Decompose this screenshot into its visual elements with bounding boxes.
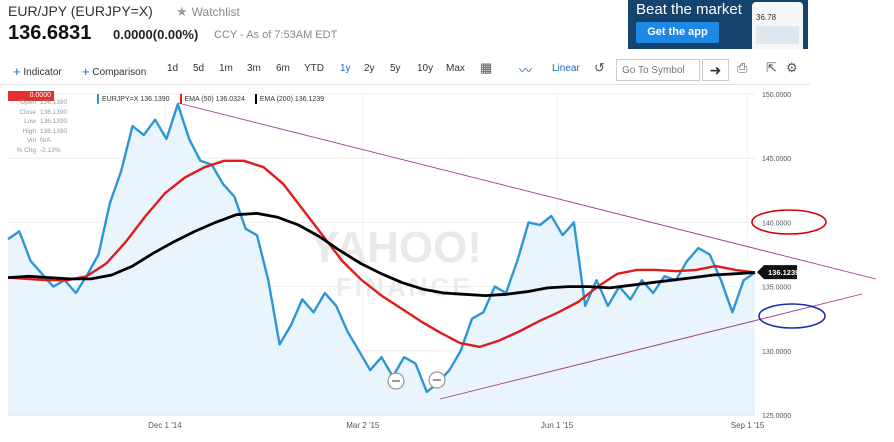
symbol-search-input[interactable] [616, 59, 700, 81]
x-tick-label: Dec 1 '14 [148, 421, 182, 430]
legend-swatch [97, 94, 99, 104]
phone-image: 36.78 [752, 2, 803, 49]
comparison-button[interactable]: + Comparison [82, 63, 147, 79]
ad-title: Beat the market [636, 1, 742, 18]
legend-label: EURJPY=X 136.1390 [102, 95, 170, 103]
y-tick-label: 125.0000 [762, 413, 791, 420]
legend-label: EMA (50) 136.0324 [184, 95, 245, 103]
ohlc-value: 136.1390 [40, 108, 68, 116]
legend-item-ema50: EMA (50) 136.0324 [179, 94, 245, 104]
star-icon: ★ [176, 4, 188, 19]
ohlc-row: Low 136.1390 [14, 117, 67, 127]
watermark-yahoo: YAHOO! [310, 223, 482, 272]
range-3m[interactable]: 3m [247, 63, 261, 74]
y-tick-label: 145.0000 [762, 156, 791, 163]
range-10y[interactable]: 10y [417, 63, 434, 74]
legend-label: EMA (200) 136.1239 [259, 95, 325, 103]
ohlc-key: % Chg [16, 146, 36, 154]
last-value-badge [757, 265, 797, 280]
scale-linear-button[interactable]: Linear [552, 63, 580, 74]
quote-header: EUR/JPY (EURJPY=X) ★ Watchlist 136.6831 … [0, 0, 894, 54]
plus-icon: + [13, 64, 21, 79]
ohlc-value: 136.1390 [40, 127, 68, 135]
line-chart-icon[interactable]: 〰 [519, 63, 533, 78]
range-6m[interactable]: 6m [276, 63, 290, 74]
ohlc-value: N/A [40, 137, 51, 145]
expand-icon[interactable]: ⇱ [766, 60, 777, 75]
price-chart[interactable]: 150.0000 145.0000 140.0000 135.0000 130.0000… [0, 87, 894, 442]
undo-icon[interactable]: ↺ [594, 60, 605, 75]
phone-chart [756, 26, 799, 44]
ohlc-row: % Chg -2.13% [14, 146, 67, 156]
ohlc-value: 136.1390 [40, 99, 68, 106]
indicator-button[interactable]: + Indicator [13, 63, 62, 79]
last-value-text: 136.1239 [768, 268, 799, 277]
range-1d[interactable]: 1d [167, 63, 179, 74]
ohlc-key: Low [24, 118, 36, 126]
range-5d[interactable]: 5d [193, 63, 205, 74]
ohlc-value: 136.1390 [40, 118, 68, 126]
legend-swatch [179, 94, 182, 104]
current-price: 136.6831 [8, 22, 92, 44]
phone-value: 36.78 [756, 13, 777, 22]
ohlc-row: Vol N/A [14, 136, 67, 146]
arrow-right-icon: ➜ [709, 62, 722, 78]
ohlc-tooltip: Open 136.1390 Close 136.1390 Low 136.1390 H… [14, 98, 67, 156]
range-1y[interactable]: 1y [340, 63, 351, 74]
watchlist-button[interactable]: ★ Watchlist [176, 4, 240, 20]
toolbar-divider [0, 84, 810, 85]
red-annotation-ellipse [751, 209, 827, 235]
x-tick-label: Sep 1 '15 [731, 421, 765, 430]
app-ad-banner[interactable]: Beat the market Get the app 36.78 [628, 0, 808, 49]
legend-item-ema200: EMA (200) 136.1239 [254, 94, 325, 104]
price-area-fill [8, 104, 755, 416]
upper-trendline [177, 102, 877, 280]
ohlc-key: Vol [26, 137, 36, 145]
y-tick-label: 140.0000 [762, 220, 791, 227]
ohlc-key: Close [19, 108, 36, 116]
range-2y[interactable]: 2y [364, 63, 375, 74]
legend-item-price: EURJPY=X 136.1390 [97, 94, 170, 104]
x-tick-label: Mar 2 '15 [346, 421, 380, 430]
lower-trendline [439, 293, 863, 400]
range-max[interactable]: Max [446, 63, 465, 74]
ohlc-value: -2.13% [40, 146, 61, 154]
comparison-label: Comparison [92, 67, 147, 78]
go-button[interactable]: ➜ [702, 59, 729, 81]
ema200-line [7, 212, 756, 297]
range-5y[interactable]: 5y [390, 63, 401, 74]
calendar-icon[interactable]: ▦ [480, 60, 493, 75]
watchlist-label: Watchlist [191, 5, 240, 19]
print-icon[interactable]: ⎙ [737, 60, 748, 75]
blue-annotation-ellipse [758, 303, 826, 329]
y-tick-label: 130.0000 [762, 349, 791, 356]
tooltip-badge: 0.0000 [8, 91, 54, 101]
ticker-title: EUR/JPY (EURJPY=X) [8, 3, 153, 19]
range-ytd[interactable]: YTD [304, 63, 324, 74]
chart-legend: EURJPY=X 136.1390 EMA (50) 136.0324 EMA … [97, 92, 324, 106]
chart-toolbar: + Indicator + Comparison 1d 5d 1m 3m 6m … [0, 57, 810, 83]
price-line [7, 103, 756, 394]
price-change: 0.0000(0.00%) [113, 27, 199, 42]
ohlc-row: Open 136.1390 [14, 98, 67, 108]
legend-swatch [254, 94, 257, 104]
y-tick-label: 135.0000 [762, 285, 791, 292]
ohlc-key: Open [20, 99, 36, 106]
plus-icon: + [82, 64, 90, 79]
ohlc-row: High 136.1390 [14, 127, 68, 137]
range-1m[interactable]: 1m [219, 63, 233, 74]
x-tick-label: Jun 1 '15 [541, 421, 574, 430]
indicator-label: Indicator [23, 67, 62, 78]
ema50-line [7, 159, 756, 349]
as-of-timestamp: CCY - As of 7:53AM EDT [214, 29, 338, 41]
get-app-button[interactable]: Get the app [636, 22, 719, 43]
gear-icon[interactable]: ⚙ [786, 60, 798, 75]
y-tick-label: 150.0000 [762, 92, 791, 99]
ohlc-row: Close 136.1390 [14, 108, 67, 118]
ohlc-key: High [22, 127, 36, 135]
